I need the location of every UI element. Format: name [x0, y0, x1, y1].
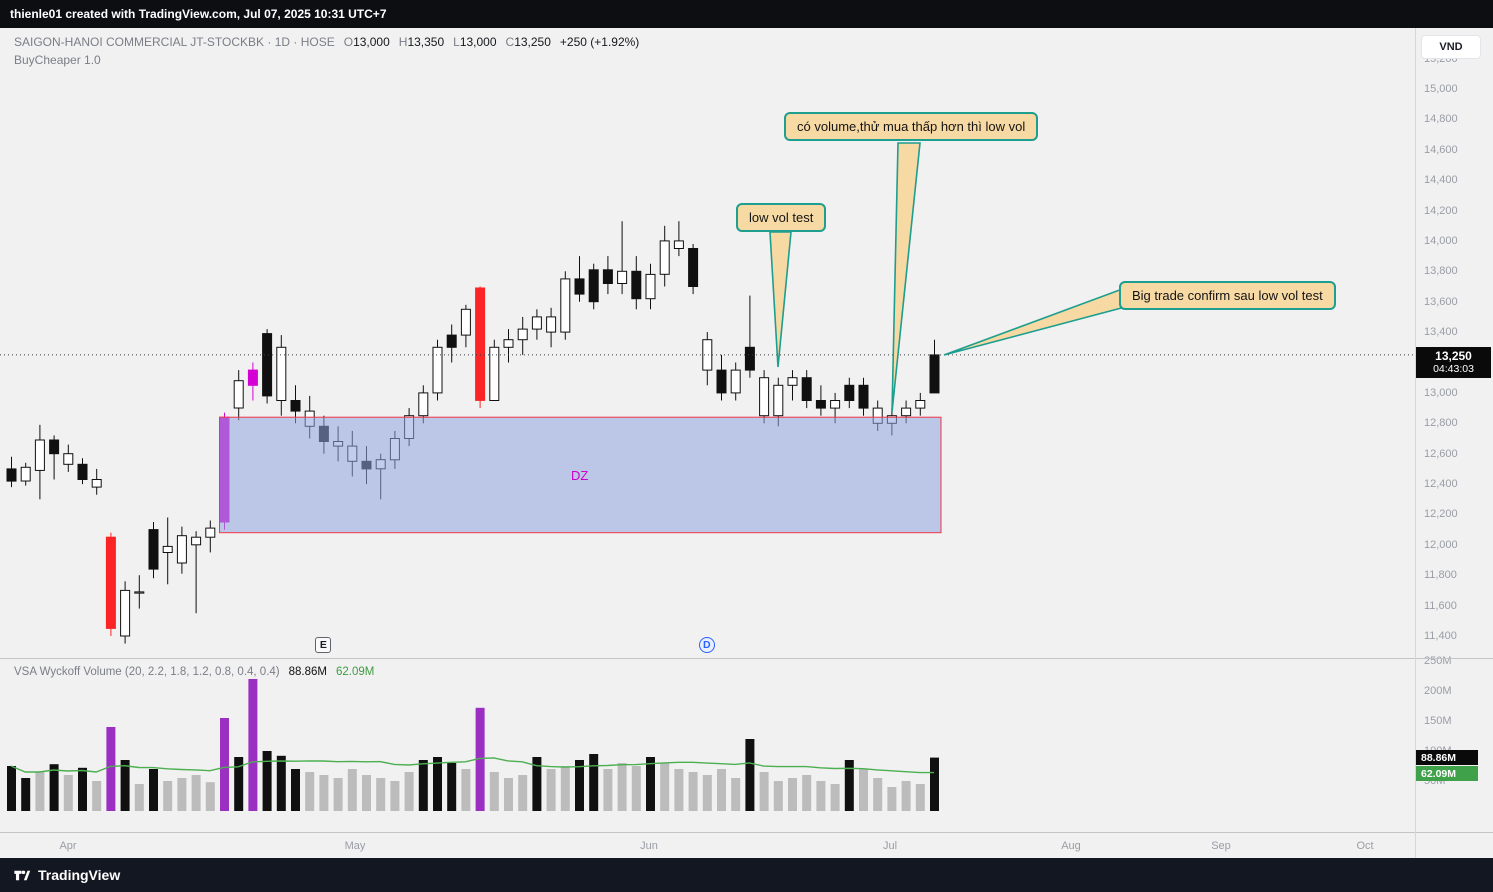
- attribution-bar: thienle01 created with TradingView.com, …: [0, 0, 1493, 28]
- time-axis-divider: [0, 832, 1493, 833]
- volume-indicator-legend: VSA Wyckoff Volume (20, 2.2, 1.8, 1.2, 0…: [14, 666, 374, 678]
- high-label: H: [398, 35, 408, 49]
- last-price-label: 13,250 04:43:03: [1416, 347, 1491, 378]
- close-value: 13,250: [514, 35, 551, 49]
- volume-tick: 150M: [1424, 715, 1452, 727]
- footer-bar: TradingView: [0, 858, 1493, 892]
- price-tick: 13,000: [1424, 386, 1458, 399]
- time-tick-apr: Apr: [59, 840, 77, 852]
- event-marker-e[interactable]: E: [315, 637, 332, 653]
- price-tick: 12,000: [1424, 538, 1458, 551]
- last-price-value: 13,250: [1435, 349, 1472, 363]
- time-tick-jul: Jul: [882, 840, 898, 852]
- change-value: +250 (+1.92%): [559, 35, 640, 49]
- price-tick: 15,000: [1424, 83, 1458, 95]
- time-tick-may: May: [344, 840, 366, 852]
- open-value: 13,000: [353, 35, 390, 49]
- demand-zone[interactable]: DZ: [219, 416, 942, 534]
- volume-indicator-title[interactable]: VSA Wyckoff Volume (20, 2.2, 1.8, 1.2, 0…: [14, 666, 280, 678]
- price-tick: 12,800: [1424, 417, 1458, 430]
- price-tick: 13,400: [1424, 326, 1458, 339]
- volume-ma-badge: 62.09M: [1416, 766, 1478, 781]
- event-marker-d[interactable]: D: [698, 637, 715, 653]
- price-tick: 12,200: [1424, 508, 1458, 521]
- low-label: L: [453, 35, 460, 49]
- callout-low-vol-test[interactable]: low vol test: [736, 203, 827, 232]
- pane-divider[interactable]: [0, 658, 1493, 659]
- time-tick-aug: Aug: [1061, 840, 1081, 852]
- price-tick: 14,800: [1424, 113, 1458, 126]
- callout-big-trade-confirm[interactable]: Big trade confirm sau low vol test: [1119, 281, 1336, 310]
- price-tick: 14,200: [1424, 204, 1458, 217]
- price-tick: 14,600: [1424, 143, 1458, 156]
- open-label: O: [343, 35, 354, 49]
- time-tick-oct: Oct: [1356, 840, 1374, 852]
- tradingview-logo-icon[interactable]: [12, 866, 31, 885]
- time-tick-jun: Jun: [640, 840, 658, 852]
- price-tick: 11,400: [1424, 630, 1457, 642]
- high-value: 13,350: [407, 35, 445, 49]
- attribution-text: thienle01 created with TradingView.com, …: [10, 7, 387, 21]
- symbol-legend: SAIGON-HANOI COMMERCIAL JT-STOCKBK · 1D …: [14, 35, 639, 67]
- price-tick: 14,400: [1424, 174, 1458, 187]
- close-label: C: [505, 35, 515, 49]
- time-tick-sep: Sep: [1211, 840, 1231, 852]
- price-tick: 13,800: [1424, 265, 1458, 278]
- indicator-label[interactable]: BuyCheaper 1.0: [14, 53, 101, 67]
- price-tick: 11,600: [1424, 599, 1457, 612]
- currency-button[interactable]: VND: [1421, 35, 1481, 59]
- volume-current-badge: 88.86M: [1416, 750, 1478, 765]
- volume-current-value: 88.86M: [288, 666, 327, 678]
- price-tick: 11,800: [1424, 569, 1457, 582]
- price-tick: 12,400: [1424, 478, 1458, 491]
- volume-ma-line: [10, 757, 934, 774]
- volume-series[interactable]: [7, 679, 939, 811]
- volume-tick: 200M: [1424, 685, 1452, 697]
- bar-countdown: 04:43:03: [1433, 363, 1474, 375]
- dz-zone-label: DZ: [571, 468, 588, 483]
- callout-volume-test[interactable]: có volume,thử mua thấp hơn thì low vol: [784, 112, 1039, 141]
- tradingview-wordmark[interactable]: TradingView: [38, 867, 121, 883]
- price-axis-divider: [1415, 28, 1416, 858]
- low-value: 13,000: [459, 35, 497, 49]
- candlestick-series[interactable]: [6, 221, 940, 644]
- symbol-title[interactable]: SAIGON-HANOI COMMERCIAL JT-STOCKBK · 1D …: [14, 35, 335, 49]
- price-tick: 13,600: [1424, 295, 1458, 308]
- price-tick: 14,000: [1424, 234, 1458, 247]
- volume-tick: 250M: [1424, 655, 1452, 667]
- callout-tails: [769, 142, 1126, 413]
- price-tick: 12,600: [1424, 447, 1458, 460]
- volume-ma-value: 62.09M: [335, 666, 375, 678]
